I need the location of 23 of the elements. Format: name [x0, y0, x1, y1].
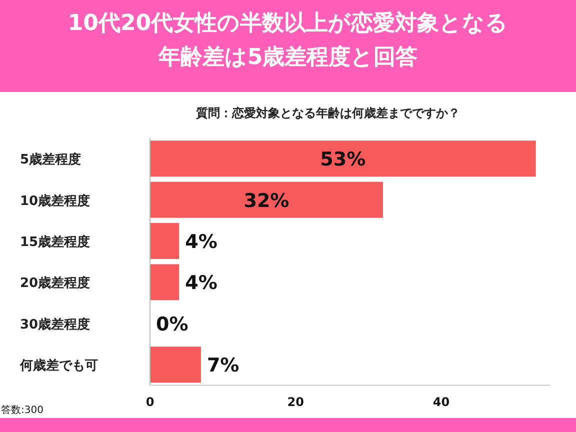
- chart-title: 10代20代女性の半数以上が恋愛対象となる年齢差は5歳差程度と回答: [68, 10, 508, 70]
- x-tick-label: 0: [146, 395, 154, 409]
- x-tick-label: 40: [432, 395, 450, 409]
- data-label: 32%: [244, 190, 290, 212]
- bar: [150, 346, 201, 383]
- data-label: 4%: [185, 272, 218, 294]
- bar: [150, 182, 383, 218]
- x-tick-label: 20: [287, 395, 304, 409]
- data-label: 0%: [156, 313, 188, 336]
- text: 答数:300: [1, 404, 44, 416]
- bar: [150, 223, 180, 259]
- y-tick-label: 5歳差程度: [20, 152, 82, 168]
- y-tick-label: 何歳差でも可: [19, 358, 98, 374]
- data-label: 53%: [320, 148, 366, 171]
- y-tick-label: 15歳差程度: [20, 234, 90, 250]
- y-tick-label: 30歳差程度: [20, 316, 90, 332]
- data-label: 7%: [206, 354, 240, 377]
- y-tick-label: 20歳差程度: [20, 275, 90, 292]
- bar: [150, 140, 536, 177]
- bar: [150, 264, 180, 300]
- data-label: 4%: [185, 231, 218, 253]
- chart-subtitle: 質問：恋愛対象となる年齢は何歳差までですか？: [195, 106, 460, 120]
- y-tick-label: 10歳差程度: [20, 192, 90, 209]
